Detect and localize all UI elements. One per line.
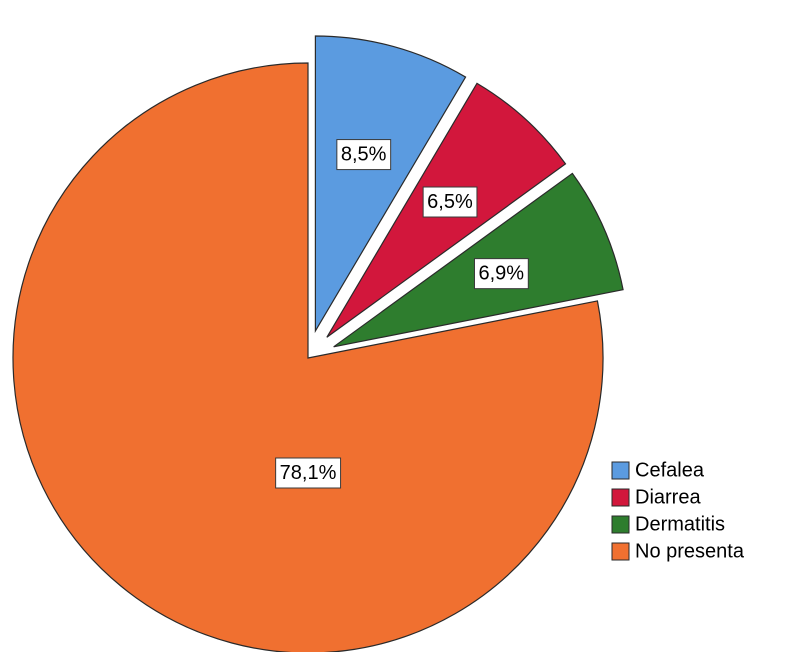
pie-slice-cefalea <box>314 35 467 334</box>
data-labels-layer: 8,5% 6,5% 6,9% 78,1% <box>275 139 529 489</box>
legend-label: Diarrea <box>635 487 701 509</box>
data-label-box <box>422 186 478 218</box>
data-label-box <box>336 139 392 171</box>
legend-label: No presenta <box>635 541 745 563</box>
slices-layer <box>12 35 624 652</box>
legend-item-diarrea: Diarrea <box>611 487 701 509</box>
legend-swatch <box>611 515 630 534</box>
data-label-text: 8,5% <box>341 144 387 166</box>
data-label-box <box>275 457 342 489</box>
legend: Cefalea Diarrea Dermatitis No presenta <box>611 460 745 563</box>
data-label-diarrea: 6,5% <box>422 186 478 218</box>
legend-label: Cefalea <box>635 460 705 482</box>
data-label-text: 78,1% <box>280 462 337 484</box>
legend-item-no-presenta: No presenta <box>611 541 745 563</box>
legend-label: Dermatitis <box>635 514 725 536</box>
data-label-text: 6,9% <box>478 263 524 285</box>
legend-item-cefalea: Cefalea <box>611 460 705 482</box>
legend-swatch <box>611 542 630 561</box>
data-label-dermatitis: 6,9% <box>473 258 529 290</box>
data-label-cefalea: 8,5% <box>336 139 392 171</box>
legend-swatch <box>611 488 630 507</box>
data-label-box <box>473 258 529 290</box>
data-label-no-presenta: 78,1% <box>275 457 342 489</box>
pie-slice-no-presenta <box>12 62 604 652</box>
legend-swatch <box>611 461 630 480</box>
legend-item-dermatitis: Dermatitis <box>611 514 725 536</box>
data-label-text: 6,5% <box>427 191 473 213</box>
